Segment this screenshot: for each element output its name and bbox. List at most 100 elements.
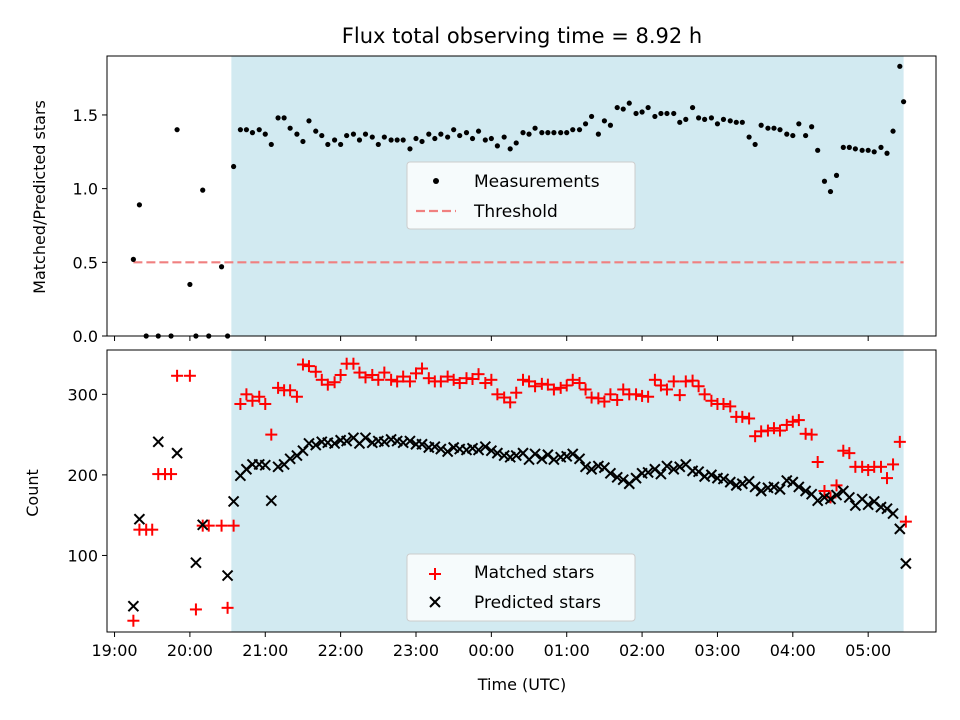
predicted-star-point — [573, 453, 586, 465]
measurement-point — [758, 122, 764, 128]
matched-star-point — [648, 373, 661, 386]
matched-star-point — [366, 368, 379, 381]
predicted-star-point — [548, 453, 560, 466]
measurement-point — [331, 137, 338, 143]
matched-star-point — [611, 393, 624, 406]
measurement-point — [884, 150, 890, 156]
measurement-point — [174, 127, 180, 133]
measurement-point — [765, 125, 771, 131]
measurement-point — [815, 147, 821, 153]
measurement-point — [532, 125, 538, 131]
measurement-point — [325, 141, 331, 148]
measurement-point — [513, 140, 519, 146]
measurement-point — [708, 115, 715, 121]
measurement-point — [620, 106, 626, 112]
matched-star-point — [253, 390, 266, 403]
matched-star-point — [334, 368, 347, 381]
matched-star-point — [667, 375, 680, 388]
predicted-star-point — [197, 519, 209, 531]
y-tick-label: 0.0 — [73, 327, 98, 346]
measurement-point — [451, 127, 457, 133]
measurement-point — [639, 109, 645, 115]
measurement-point — [520, 130, 526, 136]
matched-star-point — [265, 428, 278, 441]
matched-star-point — [240, 388, 253, 401]
matched-star-point — [761, 424, 774, 437]
predicted-star-point — [359, 432, 372, 444]
measurement-point — [671, 110, 677, 117]
matched-star-point — [227, 519, 240, 532]
measurement-point — [570, 127, 576, 133]
matched-star-point — [171, 369, 184, 382]
measurement-point — [582, 121, 589, 127]
predicted-star-point — [265, 494, 277, 507]
predicted-star-point — [567, 448, 579, 460]
measurement-point — [696, 115, 702, 121]
predicted-star-point — [749, 481, 761, 493]
legend-predicted-label: Predicted stars — [474, 593, 601, 613]
matched-star-point — [491, 388, 504, 401]
matched-star-point — [378, 366, 391, 379]
measurement-point — [432, 135, 438, 142]
measurement-point — [558, 130, 564, 136]
predicted-star-point — [328, 437, 341, 450]
measurement-point — [652, 113, 658, 120]
y-tick-label: 1.5 — [73, 106, 98, 125]
y-tick-label: 1.0 — [73, 180, 98, 199]
predicted-star-point — [378, 436, 391, 448]
measurement-point — [413, 135, 419, 142]
predicted-star-point — [661, 460, 673, 472]
ratio-x-ticks — [114, 336, 869, 341]
measurement-point — [475, 128, 482, 134]
predicted-star-point — [510, 449, 522, 462]
measurement-point — [796, 121, 802, 127]
measurement-point — [268, 141, 274, 148]
measurement-point — [445, 134, 451, 140]
matched-star-point — [321, 378, 334, 391]
measurement-point — [388, 137, 394, 143]
predicted-star-point — [894, 523, 906, 535]
x-tick-label: 05:00 — [845, 641, 891, 660]
measurement-point — [231, 163, 237, 170]
predicted-star-point — [133, 513, 146, 525]
measurement-point — [249, 130, 256, 136]
matched-star-point — [830, 479, 843, 492]
predicted-star-point — [536, 453, 548, 465]
matched-star-point — [893, 435, 906, 448]
measurement-point — [243, 127, 250, 133]
matched-star-point — [541, 378, 554, 391]
measurement-point — [426, 131, 432, 137]
matched-star-point — [837, 444, 850, 457]
count-y-ticks: 100 200 300 — [67, 385, 107, 565]
matched-star-point — [566, 373, 579, 386]
predicted-star-point — [479, 440, 492, 453]
matched-star-point — [146, 523, 159, 536]
measurement-point — [601, 118, 608, 124]
y-tick-label: 0.5 — [73, 253, 98, 272]
measurement-point — [677, 119, 683, 125]
count-x-ticks: 19:00 20:00 21:00 22:00 23:00 00:00 01:00 02:00… — [91, 632, 891, 660]
measurement-point — [683, 116, 689, 122]
predicted-star-point — [485, 445, 498, 457]
predicted-star-point — [221, 569, 234, 582]
matched-star-point — [592, 392, 605, 405]
predicted-star-point — [310, 439, 322, 451]
matched-star-point — [717, 397, 730, 410]
matched-star-point — [899, 515, 912, 528]
predicted-star-point — [416, 438, 428, 450]
matched-star-point — [554, 381, 567, 394]
measurement-point — [394, 137, 400, 143]
predicted-star-point — [611, 471, 623, 484]
predicted-star-point — [736, 478, 749, 490]
measurement-point — [319, 132, 325, 139]
matched-star-point — [284, 384, 297, 397]
matched-star-point — [397, 370, 410, 383]
measurement-point — [614, 104, 620, 111]
predicted-star-point — [887, 507, 899, 520]
measurement-point — [501, 134, 507, 140]
measurement-point — [262, 131, 268, 137]
matched-star-point — [441, 370, 454, 383]
predicted-star-point — [604, 467, 617, 479]
measurement-point — [237, 127, 243, 133]
measurement-point — [720, 116, 727, 122]
